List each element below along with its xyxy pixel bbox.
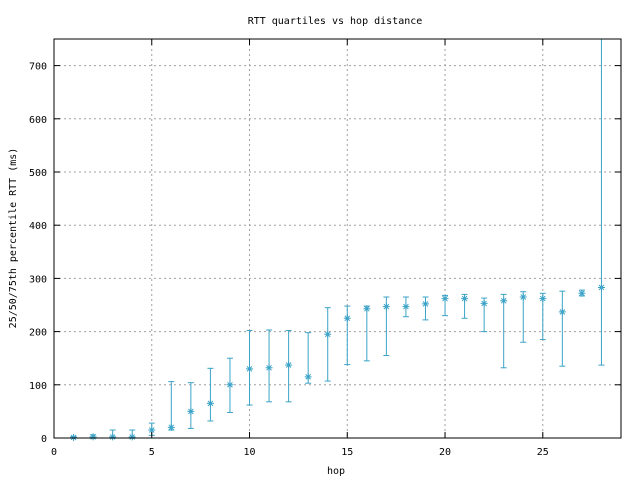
median-marker xyxy=(402,303,410,311)
median-marker xyxy=(480,299,488,307)
y-tick-label: 500 xyxy=(29,168,47,179)
error-bar-point xyxy=(441,294,449,317)
error-bar-point xyxy=(343,305,351,366)
error-bar-point xyxy=(128,429,136,441)
error-bar-point xyxy=(226,357,234,413)
x-tick-label: 25 xyxy=(537,447,549,458)
median-marker xyxy=(128,433,136,441)
x-axis-label: hop xyxy=(327,466,345,477)
error-bar-point xyxy=(578,289,586,297)
y-tick-label: 400 xyxy=(29,221,47,232)
error-bar-point xyxy=(558,290,566,367)
y-tick-label: 0 xyxy=(41,434,47,445)
error-bar-point xyxy=(285,330,293,403)
median-marker xyxy=(461,295,469,303)
x-tick-label: 10 xyxy=(243,447,255,458)
y-tick-label: 100 xyxy=(29,381,47,392)
median-marker xyxy=(226,381,234,389)
median-marker xyxy=(109,433,117,441)
median-marker xyxy=(382,303,390,311)
median-marker xyxy=(70,433,78,441)
error-bar-point xyxy=(539,292,547,341)
y-tick-label: 300 xyxy=(29,274,47,285)
y-tick-label: 600 xyxy=(29,115,47,126)
median-marker xyxy=(500,297,508,305)
error-bar-point xyxy=(246,330,254,406)
grid-lines xyxy=(54,39,621,438)
error-bar-point xyxy=(187,382,195,429)
error-bar-point xyxy=(265,329,273,403)
median-marker xyxy=(363,305,371,313)
y-axis-label: 25/50/75th percentile RTT (ms) xyxy=(8,148,19,329)
error-bar-point xyxy=(70,433,78,441)
x-tick-label: 0 xyxy=(51,447,57,458)
median-marker xyxy=(578,289,586,297)
error-bar-point xyxy=(109,429,117,441)
y-tick-label: 200 xyxy=(29,328,47,339)
median-marker xyxy=(89,433,97,441)
median-marker xyxy=(539,295,547,303)
error-bar-point xyxy=(304,332,312,384)
median-marker xyxy=(206,399,214,407)
median-marker xyxy=(519,293,527,301)
median-marker xyxy=(246,365,254,373)
axis-ticks: 0 100 200 300 400 500 600 700 0 5 10 15 20 25 xyxy=(29,39,621,458)
median-marker xyxy=(187,407,195,415)
error-bar-point xyxy=(206,367,214,422)
error-bar-point xyxy=(324,307,332,382)
error-bar-point xyxy=(382,296,390,357)
median-marker xyxy=(343,314,351,322)
error-bar-point xyxy=(597,39,605,366)
median-marker xyxy=(148,426,156,434)
plot-frame xyxy=(53,38,622,439)
y-tick-label: 700 xyxy=(29,62,47,73)
median-marker xyxy=(558,308,566,316)
median-marker xyxy=(597,283,605,291)
error-bar-point xyxy=(480,297,488,333)
x-tick-label: 15 xyxy=(341,447,353,458)
median-marker xyxy=(285,361,293,369)
error-bar-point xyxy=(89,433,97,441)
error-bar-point xyxy=(461,293,469,319)
median-marker xyxy=(167,423,175,431)
x-tick-label: 20 xyxy=(439,447,451,458)
error-bar-point xyxy=(363,305,371,362)
median-marker xyxy=(304,373,312,381)
data-series xyxy=(70,39,605,441)
chart-title: RTT quartiles vs hop distance xyxy=(248,16,423,27)
median-marker xyxy=(265,364,273,372)
x-tick-label: 5 xyxy=(149,447,155,458)
median-marker xyxy=(441,295,449,303)
median-marker xyxy=(324,330,332,338)
error-bar-point xyxy=(167,381,175,431)
median-marker xyxy=(421,300,429,308)
error-bar-point xyxy=(519,291,527,343)
error-bar-point xyxy=(500,293,508,369)
error-bar-point xyxy=(402,296,410,318)
error-bar-point xyxy=(421,296,429,321)
